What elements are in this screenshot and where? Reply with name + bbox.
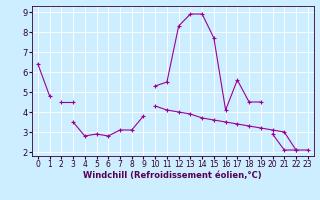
X-axis label: Windchill (Refroidissement éolien,°C): Windchill (Refroidissement éolien,°C) [84, 171, 262, 180]
